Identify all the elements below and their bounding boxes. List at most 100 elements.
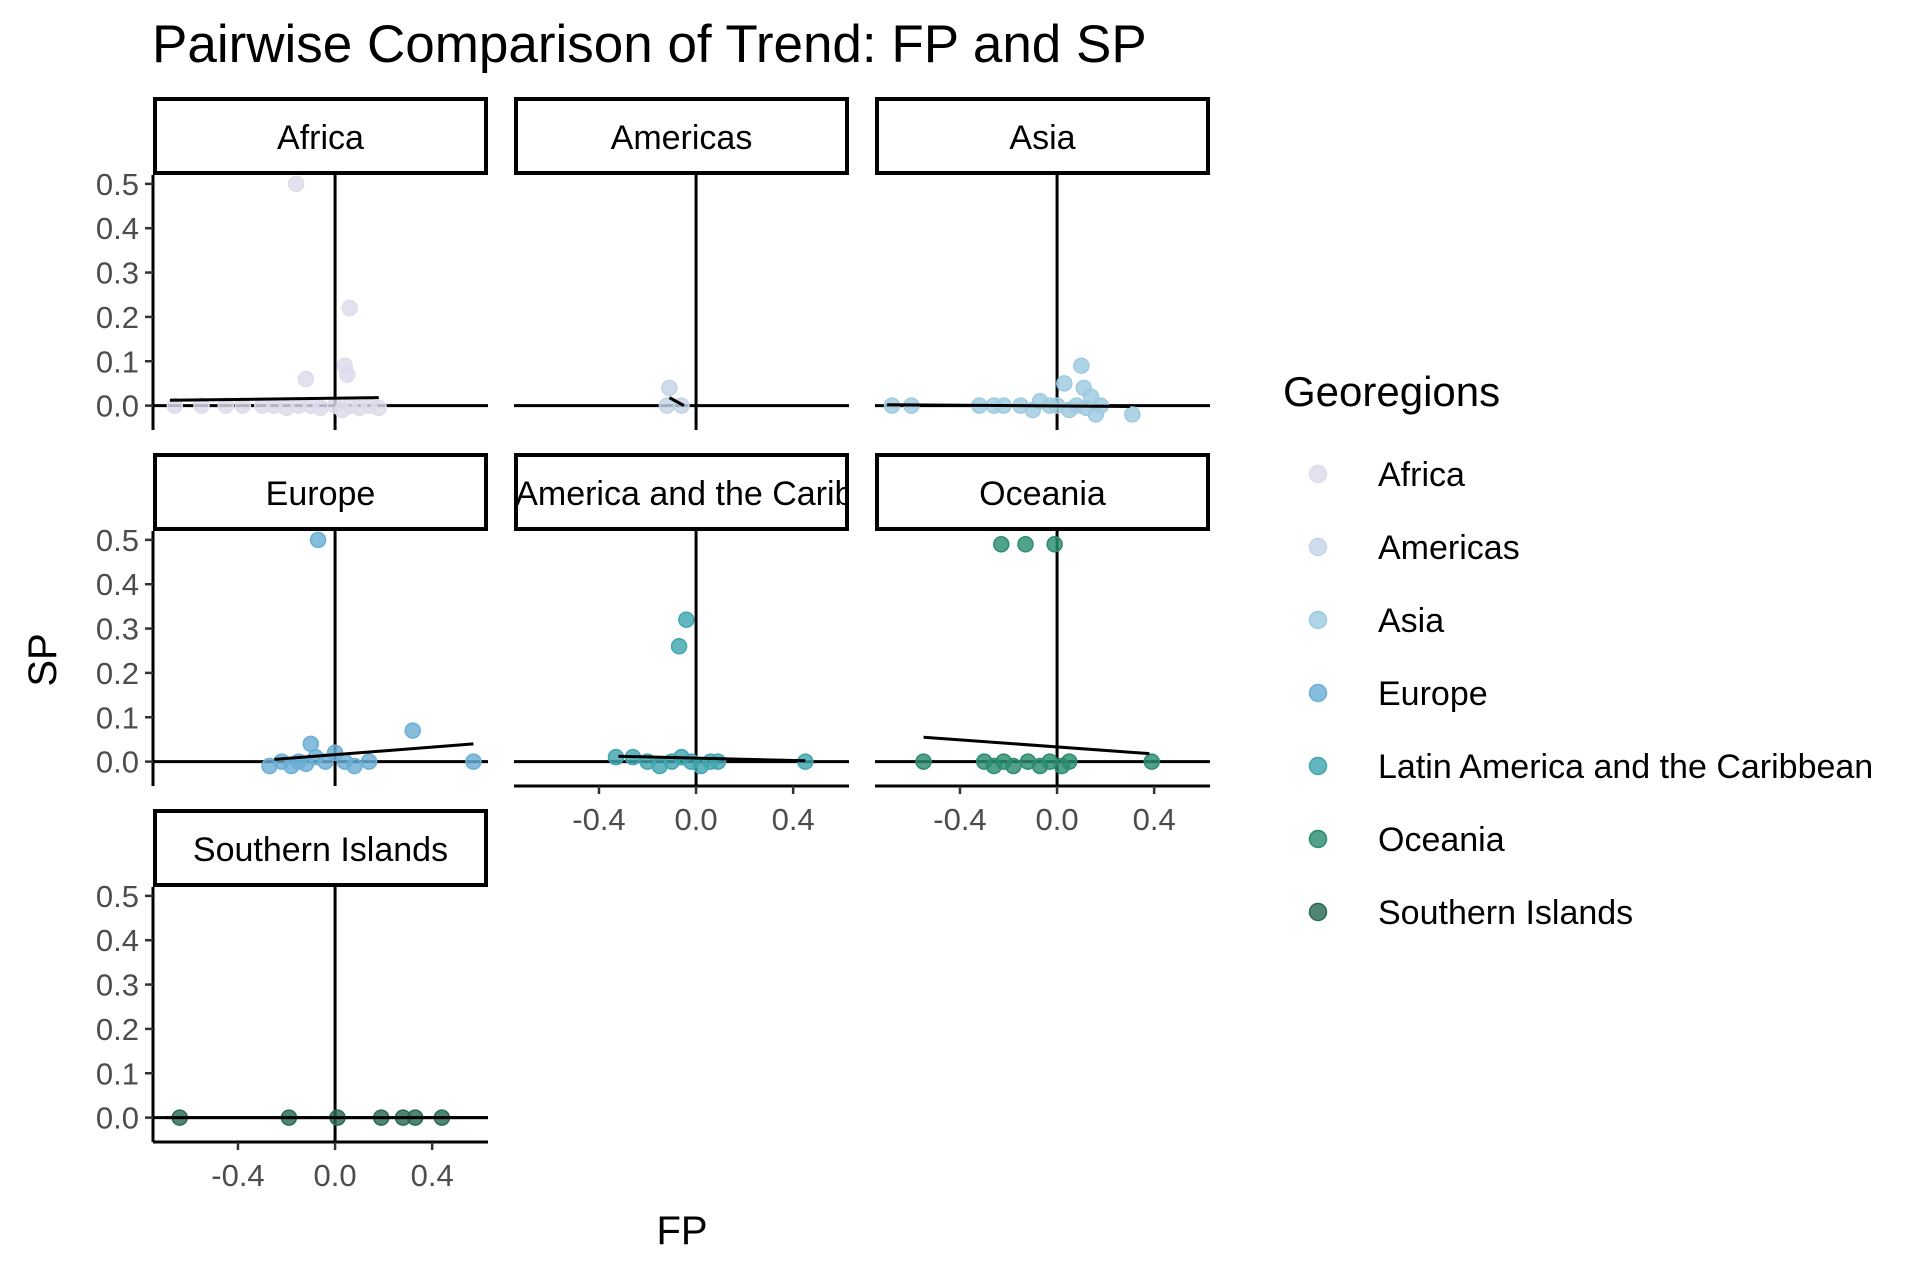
facet-strip-latin-america-and-the-caribbean bbox=[514, 453, 849, 531]
data-point bbox=[1046, 536, 1063, 553]
data-point bbox=[992, 536, 1010, 553]
data-point bbox=[309, 531, 327, 549]
facet-strip-label: Oceania bbox=[979, 475, 1106, 513]
data-point bbox=[166, 397, 184, 414]
data-point bbox=[341, 299, 358, 317]
legend-key bbox=[1308, 464, 1328, 484]
facet-strip-label: Latin America and the Caribbean bbox=[434, 475, 929, 513]
trend-line bbox=[668, 396, 685, 407]
y-tick-label: 0.1 bbox=[96, 344, 139, 379]
x-tick-label: 0.4 bbox=[411, 1158, 454, 1193]
legend-key bbox=[1308, 683, 1328, 703]
facet-latin-america-and-the-caribbean: Latin America and the Caribbean -0.4 0.0 0.… bbox=[434, 453, 929, 837]
y-tick-label: 0.0 bbox=[96, 745, 139, 780]
trend-line bbox=[274, 742, 474, 761]
y-tick-label: 0.3 bbox=[96, 256, 139, 291]
legend-title: Georegions bbox=[1283, 368, 1500, 415]
y-tick-label: 0.0 bbox=[96, 1101, 139, 1136]
data-point bbox=[338, 366, 356, 383]
facet-strip-label: Africa bbox=[277, 119, 364, 157]
x-tick-label: 0.0 bbox=[314, 1158, 357, 1193]
y-tick-label: 0.2 bbox=[96, 1012, 139, 1047]
trend-line bbox=[618, 754, 806, 763]
facet-strip-label: Europe bbox=[266, 475, 376, 513]
y-tick-label: 0.4 bbox=[96, 567, 139, 602]
data-point bbox=[193, 397, 210, 414]
legend-item-africa: Africa bbox=[1308, 456, 1465, 494]
facet-plot-area-latin-america-and-the-caribbean bbox=[514, 531, 849, 786]
data-point bbox=[1017, 536, 1034, 553]
y-axis-label: SP bbox=[21, 633, 65, 686]
y-tick-label: 0.0 bbox=[96, 389, 139, 424]
facet-strip-label: Southern Islands bbox=[193, 831, 448, 869]
facet-plot-area-africa bbox=[153, 175, 488, 430]
legend-item-asia: Asia bbox=[1308, 602, 1444, 640]
data-point bbox=[404, 722, 421, 739]
facet-strip-americas bbox=[514, 97, 849, 175]
x-tick-label: 0.4 bbox=[1133, 802, 1176, 837]
facet-americas: Americas bbox=[514, 97, 849, 430]
facet-panels: Africa 0.0 0.1 0.2 0.3 0.4 0.5 Americas Asia Euro… bbox=[96, 97, 1210, 1193]
data-point bbox=[1143, 753, 1160, 770]
data-point bbox=[1056, 375, 1073, 392]
data-point bbox=[1005, 757, 1022, 775]
chart-title: Pairwise Comparison of Trend: FP and SP bbox=[152, 15, 1147, 74]
legend-item-latin-america-and-the-caribbean: Latin America and the Caribbean bbox=[1308, 748, 1873, 786]
data-point bbox=[370, 399, 388, 417]
data-point bbox=[360, 753, 378, 770]
facet-strip-southern-islands bbox=[153, 809, 488, 887]
x-tick-label: -0.4 bbox=[211, 1158, 264, 1193]
y-tick-label: 0.5 bbox=[96, 167, 139, 202]
y-tick-label: 0.2 bbox=[96, 300, 139, 335]
y-tick-label: 0.3 bbox=[96, 612, 139, 647]
x-tick-label: -0.4 bbox=[572, 802, 625, 837]
facet-plot-area-europe bbox=[153, 531, 488, 786]
facet-strip-label: Asia bbox=[1009, 119, 1075, 157]
x-axis-label: FP bbox=[656, 1209, 707, 1253]
facet-europe: Europe 0.0 0.1 0.2 0.3 0.4 0.5 bbox=[96, 453, 488, 786]
legend-item-southern-islands: Southern Islands bbox=[1308, 894, 1633, 932]
legend-key bbox=[1308, 610, 1328, 630]
legend: Georegions Africa Americas Asia Europe Latin … bbox=[1283, 368, 1873, 932]
data-point bbox=[661, 379, 678, 397]
data-point bbox=[346, 757, 363, 775]
legend-label: Oceania bbox=[1378, 821, 1505, 859]
facet-oceania: Oceania -0.4 0.0 0.4 bbox=[875, 453, 1210, 837]
facet-strip-africa bbox=[153, 97, 488, 175]
y-tick-label: 0.4 bbox=[96, 211, 139, 246]
facet-asia: Asia bbox=[875, 97, 1210, 430]
facet-southern-islands: Southern Islands 0.0 0.1 0.2 0.3 0.4 0.5 -0.4 0.… bbox=[96, 809, 488, 1193]
y-tick-label: 0.1 bbox=[96, 700, 139, 735]
legend-key bbox=[1308, 829, 1328, 849]
y-tick-label: 0.5 bbox=[96, 879, 139, 914]
legend-label: Asia bbox=[1378, 602, 1444, 640]
legend-item-americas: Americas bbox=[1308, 529, 1520, 567]
x-tick-label: 0.0 bbox=[675, 802, 718, 837]
legend-label: Americas bbox=[1378, 529, 1520, 567]
legend-key bbox=[1308, 756, 1328, 776]
data-point bbox=[709, 753, 727, 770]
legend-item-oceania: Oceania bbox=[1308, 821, 1505, 859]
data-point bbox=[670, 638, 688, 655]
data-point bbox=[312, 399, 329, 417]
legend-item-europe: Europe bbox=[1308, 675, 1488, 713]
trend-line bbox=[887, 403, 1130, 408]
facet-strip-oceania bbox=[875, 453, 1210, 531]
trend-line bbox=[923, 735, 1150, 756]
facet-plot-area-americas bbox=[514, 175, 849, 430]
legend-label: Europe bbox=[1378, 675, 1488, 713]
data-point bbox=[678, 611, 695, 628]
data-point bbox=[1060, 753, 1078, 770]
trend-line bbox=[169, 396, 379, 402]
legend-label: Southern Islands bbox=[1378, 894, 1633, 932]
data-point bbox=[1124, 406, 1141, 423]
facet-plot-area-asia bbox=[875, 175, 1210, 430]
legend-key bbox=[1308, 902, 1328, 922]
x-tick-label: -0.4 bbox=[933, 802, 986, 837]
legend-key bbox=[1308, 537, 1328, 557]
facet-plot-area-southern-islands bbox=[153, 887, 488, 1142]
facet-strip-asia bbox=[875, 97, 1210, 175]
y-tick-label: 0.3 bbox=[96, 968, 139, 1003]
data-point bbox=[1073, 357, 1090, 374]
